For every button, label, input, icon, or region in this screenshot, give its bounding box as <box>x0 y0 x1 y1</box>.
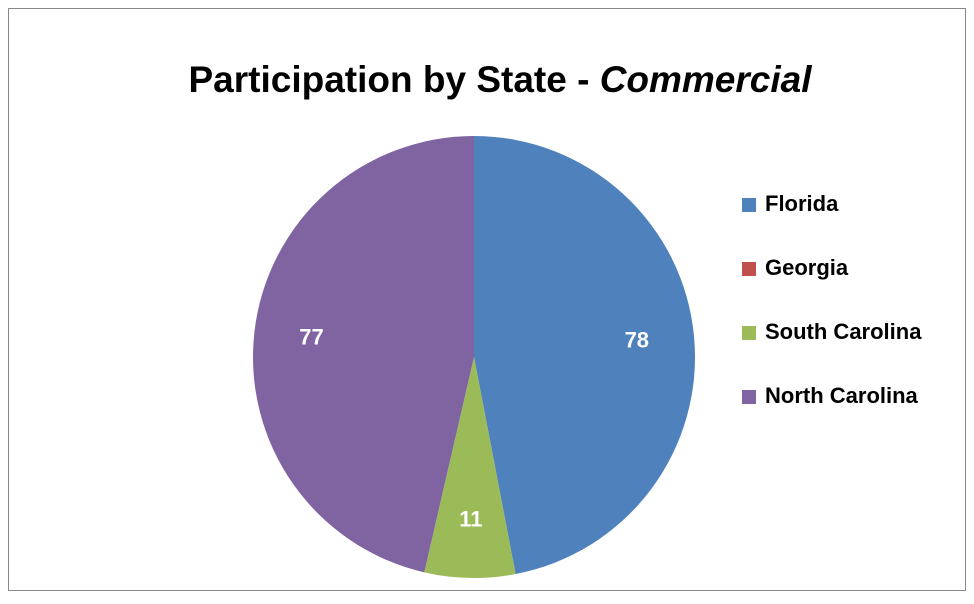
pie-slice <box>424 357 516 578</box>
legend-swatch <box>742 198 756 212</box>
legend-label: South Carolina <box>765 319 922 344</box>
legend-swatch <box>742 326 756 340</box>
legend-swatch <box>742 390 756 404</box>
data-label: 77 <box>299 324 323 349</box>
title-main: Participation by State - <box>188 59 589 100</box>
pie-slice <box>252 136 474 573</box>
legend-label: North Carolina <box>765 383 919 408</box>
legend-swatch <box>742 262 756 276</box>
legend-label: Georgia <box>765 255 849 280</box>
legend-label: Florida <box>765 191 839 216</box>
chart-title: Participation by State - Commercial <box>188 59 812 100</box>
pie-slice <box>474 136 696 575</box>
data-label: 78 <box>625 327 649 352</box>
data-label: 11 <box>459 506 482 531</box>
title-italic: Commercial <box>600 59 813 100</box>
